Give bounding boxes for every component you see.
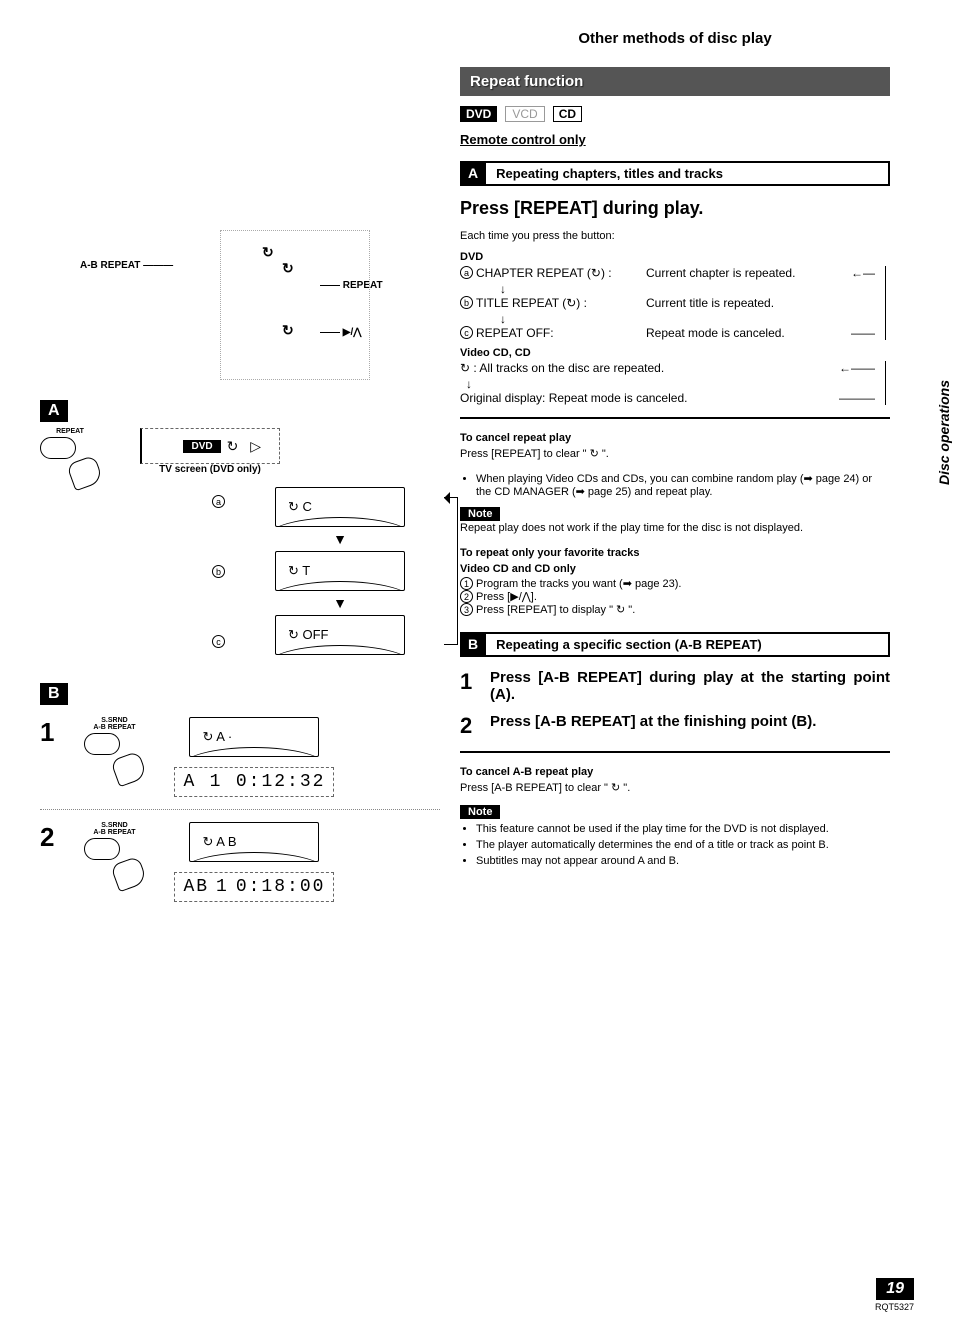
tv-box-ab: ↻ A B bbox=[189, 822, 319, 862]
letter-b: B bbox=[40, 683, 68, 705]
cancel-ab-text: Press [A-B REPEAT] to clear " ↻ ". bbox=[460, 781, 890, 796]
repeat-icon-b: ↻ bbox=[282, 260, 294, 277]
lead-text: Each time you press the button: bbox=[460, 229, 890, 244]
tv-screen-top: DVD ↻ ▷ bbox=[140, 428, 280, 464]
cancel-text: Press [REPEAT] to clear " ↻ ". bbox=[460, 447, 890, 462]
press-icon bbox=[84, 838, 144, 888]
down-arrow-icon: ▼ bbox=[333, 531, 347, 547]
remote-only: Remote control only bbox=[460, 132, 890, 147]
cancel-title: To cancel repeat play bbox=[460, 431, 890, 446]
sub-header-b: B Repeating a specific section (A-B REPE… bbox=[460, 632, 890, 657]
section-b-left: B 1 S.SRND A-B REPEAT ↻ A · A 1 0:12:32 bbox=[40, 683, 440, 902]
step-1-row: 1 S.SRND A-B REPEAT ↻ A · A 1 0:12:32 bbox=[40, 717, 440, 797]
bullet-combine: When playing Video CDs and CDs, you can … bbox=[476, 472, 890, 498]
repeat-icon-a: ↻ bbox=[262, 244, 274, 261]
side-tab: Disc operations bbox=[936, 380, 952, 485]
segment-display-1: A 1 0:12:32 bbox=[174, 767, 334, 797]
disc-badges: DVD VCD CD bbox=[460, 106, 890, 122]
ab-press-label: S.SRND A-B REPEAT bbox=[84, 822, 144, 836]
fav-step-1: 1Program the tracks you want (➡ page 23)… bbox=[460, 577, 890, 590]
page-header: Other methods of disc play bbox=[460, 30, 890, 47]
ab-press-label: S.SRND A-B REPEAT bbox=[84, 717, 144, 731]
left-column: A-B REPEAT ——— —— REPEAT —— ▶/⋀ ↻ ↻ ↻ A … bbox=[40, 30, 440, 902]
instruction-a: Press [REPEAT] during play. bbox=[460, 198, 890, 219]
cd-badge: CD bbox=[553, 106, 582, 122]
page-number: 19 RQT5327 bbox=[875, 1278, 914, 1312]
note-label: Note bbox=[460, 507, 500, 521]
note-text: Repeat play does not work if the play ti… bbox=[460, 521, 890, 536]
note-b-2: The player automatically determines the … bbox=[476, 839, 890, 851]
tv-box-off: ↻ OFF bbox=[275, 615, 405, 655]
tv-caption: TV screen (DVD only) bbox=[140, 464, 280, 475]
repeat-icon-c: ↻ bbox=[282, 322, 294, 339]
sub-header-a: A Repeating chapters, titles and tracks bbox=[460, 161, 890, 186]
fav-step-3: 3Press [REPEAT] to display " ↻ ". bbox=[460, 603, 890, 616]
letter-a: A bbox=[40, 400, 68, 422]
dvd-label: DVD bbox=[460, 250, 890, 265]
remote-diagram: A-B REPEAT ——— —— REPEAT —— ▶/⋀ ↻ ↻ ↻ bbox=[40, 30, 440, 400]
fav-sub: Video CD and CD only bbox=[460, 562, 890, 577]
ab-repeat-label: A-B REPEAT ——— bbox=[80, 260, 173, 271]
press-icon bbox=[40, 437, 100, 487]
note-b-3: Subtitles may not appear around A and B. bbox=[476, 855, 890, 867]
vcd-repeat-list: ↻ : All tracks on the disc are repeated.… bbox=[460, 361, 886, 405]
step-2-row: 2 S.SRND A-B REPEAT ↻ A B AB 1 0:18:00 bbox=[40, 822, 440, 902]
vcd-label: Video CD, CD bbox=[460, 346, 890, 361]
segment-display-2: AB 1 0:18:00 bbox=[174, 872, 334, 902]
tv-box-c: ↻ C bbox=[275, 487, 405, 527]
tv-sequence: a ↻ C ▼ b ↻ T ▼ c ↻ OFF bbox=[240, 487, 440, 655]
note-label-b: Note bbox=[460, 805, 500, 819]
dvd-repeat-list: aCHAPTER REPEAT (↻) :Current chapter is … bbox=[460, 266, 886, 340]
b-step-1: 1 Press [A-B REPEAT] during play at the … bbox=[460, 669, 890, 703]
section-a-left: A REPEAT DVD ↻ ▷ TV screen (DVD only) bbox=[40, 400, 440, 655]
tv-box-t: ↻ T bbox=[275, 551, 405, 591]
tv-box-a: ↻ A · bbox=[189, 717, 319, 757]
right-column: Other methods of disc play Repeat functi… bbox=[460, 30, 890, 902]
fav-title: To repeat only your favorite tracks bbox=[460, 546, 890, 561]
b-step-2: 2 Press [A-B REPEAT] at the finishing po… bbox=[460, 713, 890, 739]
note-b-1: This feature cannot be used if the play … bbox=[476, 823, 890, 835]
repeat-press-label: REPEAT bbox=[40, 428, 100, 435]
down-arrow-icon: ▼ bbox=[333, 595, 347, 611]
dvd-badge: DVD bbox=[460, 106, 497, 122]
cancel-ab-title: To cancel A-B repeat play bbox=[460, 765, 890, 780]
press-icon bbox=[84, 733, 144, 783]
vcd-badge: VCD bbox=[505, 106, 544, 122]
section-banner: Repeat function bbox=[460, 67, 890, 96]
fav-step-2: 2Press [▶/⋀]. bbox=[460, 590, 890, 603]
